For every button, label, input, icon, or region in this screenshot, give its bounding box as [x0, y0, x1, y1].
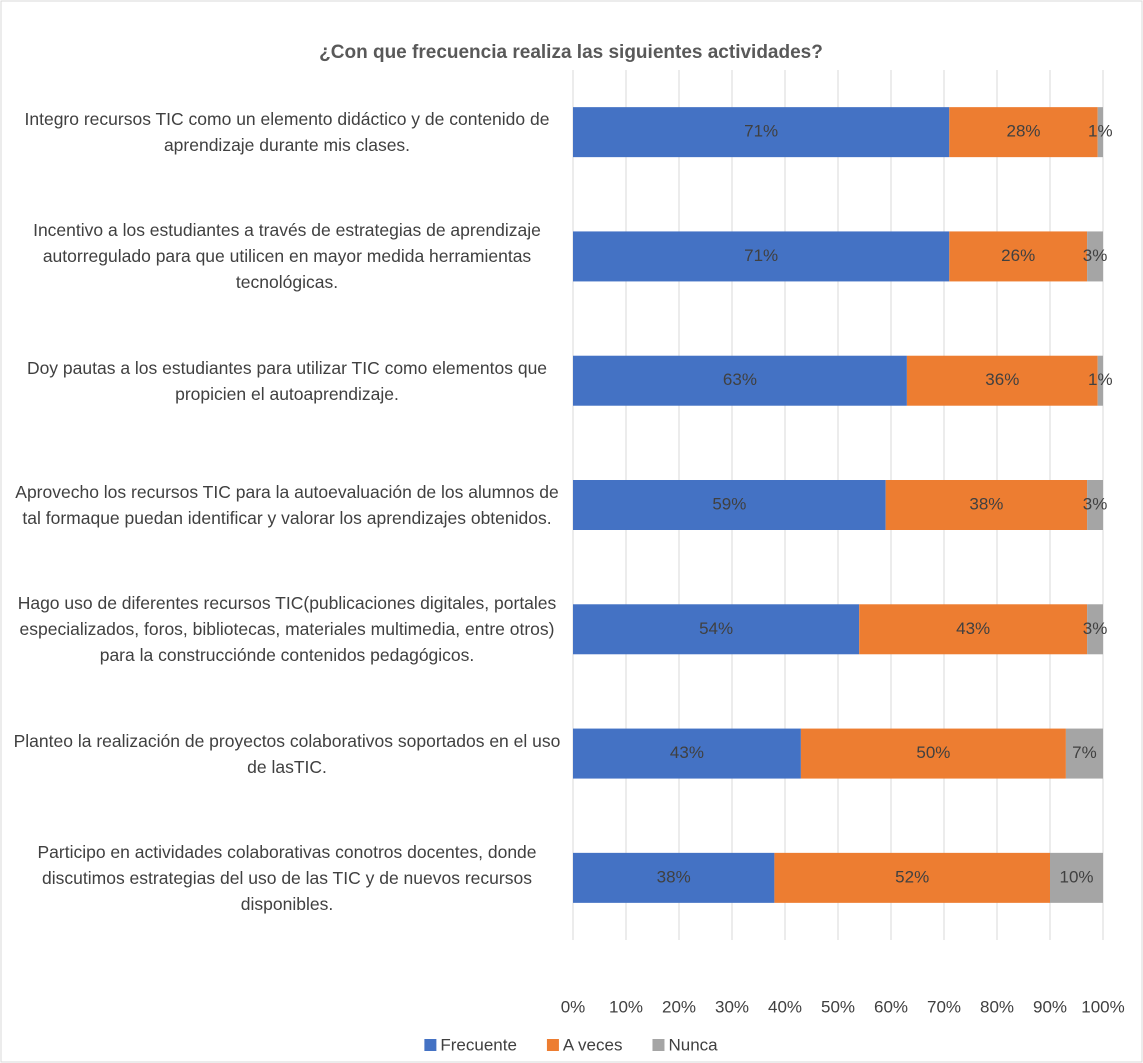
data-label: 54%: [699, 619, 733, 638]
x-tick-label: 40%: [768, 997, 802, 1016]
bar-segment: [859, 604, 1088, 655]
chart-title: ¿Con que frecuencia realiza las siguient…: [319, 42, 823, 63]
legend-swatch: [424, 1039, 437, 1051]
legend-label: A veces: [563, 1035, 623, 1054]
bar-segment: [774, 852, 1050, 903]
data-label: 3%: [1083, 246, 1108, 265]
x-tick-label: 0%: [561, 997, 586, 1016]
x-tick-label: 10%: [609, 997, 643, 1016]
bar-segment: [949, 107, 1098, 158]
bar-segment: [1065, 728, 1103, 779]
data-label: 1%: [1088, 122, 1113, 141]
legend-swatch: [546, 1039, 559, 1051]
data-label: 38%: [969, 494, 1003, 513]
data-label: 43%: [956, 619, 990, 638]
data-label: 50%: [916, 743, 950, 762]
data-label: 71%: [744, 122, 778, 141]
x-tick-label: 70%: [927, 997, 961, 1016]
data-label: 3%: [1083, 494, 1108, 513]
data-label: 36%: [985, 370, 1019, 389]
bar-segment: [906, 355, 1098, 406]
legend-label: Nunca: [668, 1035, 718, 1054]
x-tick-label: 30%: [715, 997, 749, 1016]
data-label: 28%: [1006, 122, 1040, 141]
data-label: 43%: [670, 743, 704, 762]
bar-segment: [949, 231, 1088, 282]
category-label: Integro recursos TIC como un elemento di…: [24, 109, 550, 156]
bar-segment: [1097, 355, 1103, 406]
data-label: 38%: [657, 867, 691, 886]
bar-segment: [573, 852, 775, 903]
x-tick-label: 60%: [874, 997, 908, 1016]
data-label: 26%: [1001, 246, 1035, 265]
bar-segment: [885, 480, 1088, 530]
legend-label: Frecuente: [440, 1035, 517, 1054]
bar-segment: [1087, 231, 1103, 282]
bar-segment: [573, 355, 907, 406]
x-tick-label: 100%: [1081, 997, 1124, 1016]
bar-segment: [1087, 480, 1103, 530]
data-label: 3%: [1083, 619, 1108, 638]
category-label: Planteo la realización de proyectos cola…: [13, 730, 561, 777]
data-label: 59%: [712, 494, 746, 513]
category-label: Incentivo a los estudiantes a través de …: [33, 220, 541, 293]
bar-segment: [1087, 604, 1103, 655]
category-label: Hago uso de diferentes recursos TIC(publ…: [17, 593, 557, 666]
data-label: 7%: [1072, 743, 1097, 762]
bar-segment: [573, 231, 950, 282]
bar-segment: [573, 480, 886, 530]
x-tick-label: 90%: [1033, 997, 1067, 1016]
x-tick-label: 50%: [821, 997, 855, 1016]
category-label: Doy pautas a los estudiantes para utiliz…: [26, 357, 548, 404]
data-label: 1%: [1088, 370, 1113, 389]
data-label: 52%: [895, 867, 929, 886]
bar-segment: [573, 107, 950, 158]
x-tick-label: 80%: [980, 997, 1014, 1016]
data-label: 63%: [723, 370, 757, 389]
category-label: Participo en actividades colaborativas c…: [37, 841, 537, 914]
bar-segment: [1050, 852, 1103, 903]
data-label: 10%: [1059, 867, 1093, 886]
bar-segment: [573, 728, 801, 779]
x-tick-label: 20%: [662, 997, 696, 1016]
legend-swatch: [652, 1039, 665, 1051]
bar-segment: [1097, 107, 1103, 158]
bar-segment: [800, 728, 1066, 779]
bar-segment: [573, 604, 860, 655]
data-label: 71%: [744, 246, 778, 265]
category-label: Aprovecho los recursos TIC para la autoe…: [15, 482, 559, 528]
